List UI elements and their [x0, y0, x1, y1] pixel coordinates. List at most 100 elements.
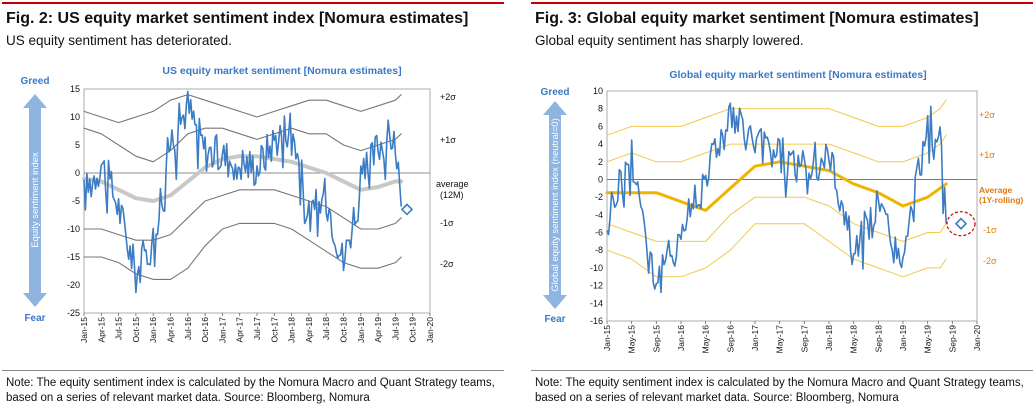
y-tick-label: -10 — [67, 224, 80, 234]
y-tick-label: -15 — [67, 252, 80, 262]
y-tick-label: 4 — [598, 139, 603, 149]
x-tick-label: Jan-19 — [898, 325, 908, 351]
band-annotations: +2σ +1σ Average (1Y-rolling) -1σ -2σ — [979, 110, 1024, 266]
y-tick-label: -6 — [595, 228, 603, 238]
plus-1-sigma-label: +1σ — [440, 135, 456, 145]
x-tick-label: May-17 — [775, 325, 785, 354]
x-tick-label: Apr-19 — [373, 317, 383, 343]
figure-title: Fig. 2: US equity market sentiment index… — [6, 10, 469, 27]
note-rule — [2, 370, 504, 371]
x-tick-label: Oct-18 — [339, 317, 349, 343]
arrow-axis-label: Global equity sentiment index (neutral=0… — [550, 118, 561, 291]
sigma-band-line — [606, 223, 947, 278]
x-tick-label: May-15 — [627, 325, 637, 354]
greed-label: Greed — [541, 87, 570, 98]
plus-2-sigma-label: +2σ — [440, 92, 456, 102]
figure-3-panel: Fig. 3: Global equity market sentiment [… — [531, 0, 1033, 410]
y-tick-label: 2 — [598, 157, 603, 167]
x-tick-label: Sep-19 — [947, 325, 957, 353]
average-window-label: (12M) — [440, 190, 464, 200]
average-label: Average — [979, 185, 1013, 195]
figure-note: Note: The equity sentiment index is calc… — [6, 377, 495, 404]
average-label: average — [436, 179, 469, 189]
x-tick-label: Jan-17 — [217, 317, 227, 343]
figure-note: Note: The equity sentiment index is calc… — [535, 377, 1024, 404]
latest-point-marker — [954, 217, 968, 230]
figure-title: Fig. 3: Global equity market sentiment [… — [535, 10, 979, 27]
x-tick-label: Apr-17 — [235, 317, 245, 343]
x-tick-label: Jan-16 — [148, 317, 158, 343]
sigma-band-line — [83, 222, 402, 280]
x-tick-label: Sep-15 — [651, 325, 661, 353]
sentiment-index-line — [606, 102, 947, 294]
x-tick-label: Apr-15 — [96, 317, 106, 343]
sigma-band-line — [606, 99, 947, 136]
y-tick-label: -12 — [590, 281, 603, 291]
y-tick-label: 10 — [70, 112, 80, 122]
x-tick-label: Jul-19 — [390, 317, 400, 340]
x-tick-label: Sep-17 — [799, 325, 809, 353]
greed-fear-arrow: Global equity sentiment index (neutral=0… — [543, 101, 567, 309]
y-tick-label: 0 — [598, 174, 603, 184]
minus-1-sigma-label: -1σ — [440, 218, 454, 228]
figure-subtitle: Global equity sentiment has sharply lowe… — [535, 33, 804, 48]
greed-label: Greed — [21, 76, 50, 87]
x-tick-label: Jan-15 — [79, 317, 89, 343]
fear-label: Fear — [24, 313, 45, 324]
figure-subtitle: US equity sentiment has deteriorated. — [6, 33, 232, 48]
average-window-label: (1Y-rolling) — [979, 195, 1024, 205]
average-line — [605, 160, 948, 212]
y-tick-label: -14 — [590, 298, 603, 308]
x-tick-label: Oct-15 — [131, 317, 141, 343]
x-tick-label: Jul-15 — [114, 317, 124, 340]
y-tick-label: -2 — [595, 192, 603, 202]
y-tick-label: -25 — [67, 308, 80, 318]
figure-2-panel: Fig. 2: US equity market sentiment index… — [2, 0, 504, 410]
x-tick-label: Jan-19 — [356, 317, 366, 343]
us-sentiment-chart: US equity market sentiment [Nomura estim… — [21, 65, 469, 343]
y-tick-label: 10 — [593, 86, 603, 96]
latest-point-marker — [400, 203, 414, 216]
chart-title: US equity market sentiment [Nomura estim… — [162, 65, 401, 77]
y-tick-label: -16 — [590, 316, 603, 326]
y-tick-label: 8 — [598, 104, 603, 114]
x-tick-label: Jan-15 — [602, 325, 612, 351]
note-rule — [531, 370, 1033, 371]
title-rule — [2, 2, 504, 4]
x-tick-label: Jan-20 — [972, 325, 982, 351]
average-line — [82, 154, 404, 203]
x-tick-label: May-19 — [923, 325, 933, 354]
x-tick-label: May-16 — [701, 325, 711, 354]
global-sentiment-chart: Global equity market sentiment [Nomura e… — [541, 69, 1024, 353]
x-tick-label: Jan-16 — [676, 325, 686, 351]
y-tick-label: -5 — [72, 196, 80, 206]
x-tick-label: Jan-20 — [425, 317, 435, 343]
y-tick-label: -4 — [595, 210, 603, 220]
chart-title: Global equity market sentiment [Nomura e… — [669, 69, 926, 81]
y-tick-label: 15 — [70, 84, 80, 94]
x-tick-label: Oct-19 — [408, 317, 418, 343]
x-tick-label: Sep-16 — [725, 325, 735, 353]
sentiment-index-line — [83, 90, 402, 294]
band-annotations: +2σ +1σ average (12M) -1σ -2σ — [436, 92, 469, 269]
y-tick-label: -8 — [595, 245, 603, 255]
x-tick-label: May-18 — [849, 325, 859, 354]
x-tick-label: Oct-17 — [269, 317, 279, 343]
x-tick-label: Apr-18 — [304, 317, 314, 343]
fear-label: Fear — [544, 314, 565, 325]
x-tick-label: Oct-16 — [200, 317, 210, 343]
sigma-band-line — [83, 127, 402, 163]
greed-fear-arrow: Equity sentiment index — [23, 94, 47, 307]
y-tick-label: 5 — [75, 140, 80, 150]
x-tick-label: Jul-16 — [183, 317, 193, 340]
minus-2-sigma-label: -2σ — [440, 259, 454, 269]
x-tick-label: Jul-18 — [321, 317, 331, 340]
minus-1-sigma-label: -1σ — [983, 225, 997, 235]
x-tick-label: Apr-16 — [166, 317, 176, 343]
sigma-band-line — [83, 189, 402, 241]
arrow-axis-label: Equity sentiment index — [30, 152, 41, 248]
sigma-band-line — [606, 196, 947, 242]
minus-2-sigma-label: -2σ — [983, 256, 997, 266]
